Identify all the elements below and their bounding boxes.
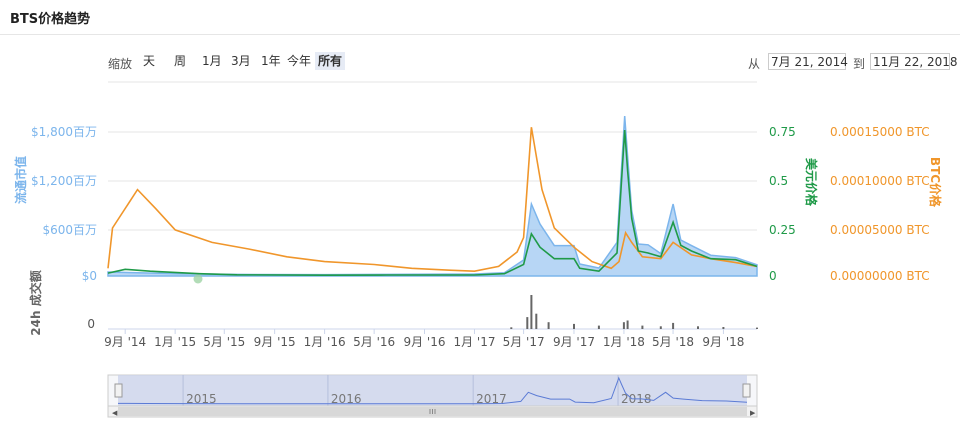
- x-tick-label: 9月 '16: [403, 335, 445, 349]
- market-cap-tick-label: $600百万: [42, 223, 97, 237]
- axis-labels: $1,800百万 $1,200百万 $600百万 $0 0.75 0.5 0.25 0 0.00…: [31, 125, 930, 331]
- x-tick-label: 5月 '16: [353, 335, 395, 349]
- range-to-input[interactable]: 11月 22, 2018: [870, 53, 958, 70]
- scroll-left-arrow-icon[interactable]: ◀: [112, 409, 118, 417]
- navigator[interactable]: 2015 2016 2017 2018 ◀ ▶: [107, 374, 758, 418]
- navigator-line: [117, 376, 748, 405]
- x-tick-label: 5月 '17: [503, 335, 545, 349]
- btc-tick-label: 0.00005000 BTC: [830, 223, 930, 237]
- navigator-year-label: 2016: [331, 392, 362, 406]
- usd-tick-label: 0.75: [769, 125, 796, 139]
- range-to-label: 到: [853, 57, 866, 71]
- volume-bar: [597, 325, 600, 329]
- volume-bar: [510, 327, 513, 329]
- volume-bar: [547, 322, 550, 329]
- btc-tick-label: 0.00000000 BTC: [830, 269, 930, 283]
- x-tick-label: 9月 '17: [553, 335, 595, 349]
- x-tick-label: 9月 '18: [702, 335, 744, 349]
- usd-tick-label: 0.25: [769, 223, 796, 237]
- x-tick-label: 1月 '15: [154, 335, 196, 349]
- x-tick-label: 9月 '15: [254, 335, 296, 349]
- x-tick-label: 1月 '17: [453, 335, 495, 349]
- btc-tick-label: 0.00015000 BTC: [830, 125, 930, 139]
- usd-axis-title: 美元价格: [804, 158, 819, 207]
- navigator-handle-right[interactable]: [742, 383, 751, 398]
- range-from-input[interactable]: 7月 21, 2014: [768, 53, 848, 70]
- x-tick-label: 5月 '15: [203, 335, 245, 349]
- market-cap-axis-title: 流通市值: [13, 156, 28, 204]
- x-tick-label: 5月 '18: [652, 335, 694, 349]
- zoom-button-day[interactable]: 天: [143, 54, 156, 68]
- volume-bar: [722, 327, 725, 329]
- zoom-label: 缩放: [108, 57, 133, 71]
- navigator-year-label: 2017: [476, 392, 507, 406]
- volume-bar: [641, 325, 644, 329]
- volume-bar: [697, 326, 699, 329]
- market-cap-series: [107, 115, 758, 277]
- navigator-selection[interactable]: [118, 375, 747, 406]
- usd-tick-label: 0.5: [769, 174, 788, 188]
- x-tick-label: 1月 '16: [304, 335, 346, 349]
- chart-header: BTS价格趋势: [0, 0, 960, 35]
- usd-tick-label: 0: [769, 269, 777, 283]
- volume-layer: [510, 295, 758, 329]
- event-marker[interactable]: [193, 274, 203, 284]
- volume-bar: [756, 327, 758, 329]
- btc-price-series: [107, 127, 758, 273]
- volume-tick-label: 0: [87, 317, 95, 331]
- range-from-label: 从: [748, 57, 761, 71]
- btc-tick-label: 0.00010000 BTC: [830, 174, 930, 188]
- volume-bar: [672, 322, 675, 329]
- x-tick-label: 9月 '14: [104, 335, 146, 349]
- usd-price-series: [107, 130, 758, 277]
- volume-bar: [535, 313, 538, 329]
- grid: [108, 131, 757, 330]
- navigator-handle-left[interactable]: [114, 383, 123, 398]
- volume-bar: [530, 295, 533, 329]
- series-layer: [107, 115, 758, 277]
- volume-axis-title: 24h 成交额: [28, 270, 43, 335]
- zoom-button-1m[interactable]: 1月: [202, 54, 222, 68]
- scrollbar-grip-icon: [429, 409, 436, 414]
- volume-bar: [659, 326, 662, 329]
- chart-title: BTS价格趋势: [10, 12, 91, 27]
- volume-bar: [622, 322, 625, 329]
- zoom-button-all[interactable]: 所有: [315, 52, 346, 70]
- market-cap-tick-label: $1,800百万: [31, 125, 97, 139]
- volume-bar: [573, 323, 575, 329]
- zoom-button-3m[interactable]: 3月: [231, 54, 251, 68]
- zoom-button-ytd[interactable]: 今年: [287, 54, 312, 68]
- navigator-year-label: 2015: [186, 392, 217, 406]
- market-cap-tick-label: $0: [82, 269, 97, 283]
- x-tick-label: 1月 '18: [603, 335, 645, 349]
- x-axis: 9月 '14 1月 '15 5月 '15 9月 '15 1月 '16 5月 '16 9月 '…: [104, 329, 744, 349]
- volume-bar: [526, 317, 529, 329]
- zoom-button-week[interactable]: 周: [174, 54, 187, 68]
- volume-bar: [626, 320, 629, 329]
- zoom-button-1y[interactable]: 1年: [261, 54, 281, 68]
- btc-axis-title: BTC价格: [928, 157, 943, 208]
- scroll-right-arrow-icon[interactable]: ▶: [750, 409, 756, 417]
- market-cap-tick-label: $1,200百万: [31, 174, 97, 188]
